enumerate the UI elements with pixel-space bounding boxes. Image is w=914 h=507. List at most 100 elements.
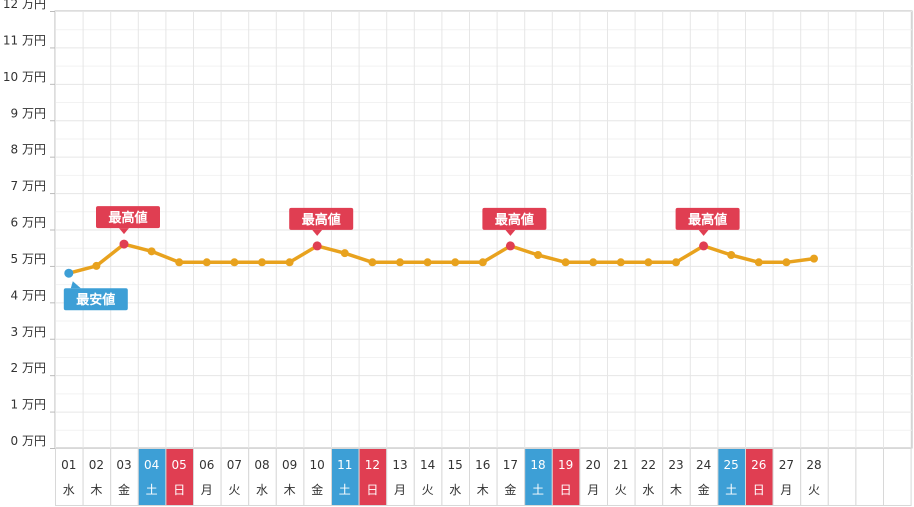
y-tick-label: 4 万円 bbox=[11, 288, 46, 302]
data-point bbox=[396, 258, 404, 267]
label-pointer bbox=[505, 229, 516, 236]
x-weekday-label: 土 bbox=[339, 483, 351, 497]
data-point bbox=[92, 261, 101, 270]
label-box bbox=[96, 206, 160, 229]
grid-layer bbox=[54, 10, 913, 449]
data-point bbox=[782, 258, 791, 267]
data-point bbox=[534, 250, 542, 259]
max-price-label: 最高値 bbox=[482, 207, 547, 236]
x-cell bbox=[524, 448, 553, 506]
x-weekday-label: 火 bbox=[422, 483, 434, 497]
data-point bbox=[644, 258, 653, 267]
x-day-label: 01 bbox=[61, 458, 76, 472]
y-tick-label: 5 万円 bbox=[11, 252, 46, 266]
data-point bbox=[699, 241, 709, 251]
x-cell bbox=[662, 448, 691, 506]
x-day-label: 04 bbox=[144, 458, 159, 472]
x-weekday-label: 月 bbox=[587, 483, 599, 497]
data-point bbox=[368, 258, 377, 267]
x-cell bbox=[110, 448, 139, 506]
x-weekday-label: 火 bbox=[228, 483, 240, 497]
label-pointer bbox=[119, 228, 129, 235]
x-weekday-label: 金 bbox=[118, 482, 130, 497]
x-cell bbox=[800, 448, 829, 506]
x-day-label: 23 bbox=[668, 458, 683, 472]
x-day-label: 17 bbox=[503, 458, 518, 472]
max-price-label: 最高値 bbox=[675, 207, 740, 236]
data-point bbox=[64, 268, 74, 278]
x-cell bbox=[496, 448, 526, 506]
x-cell bbox=[827, 448, 857, 506]
x-weekday-label: 土 bbox=[146, 483, 158, 497]
data-point bbox=[561, 258, 570, 267]
x-cell bbox=[55, 448, 84, 506]
x-day-label: 28 bbox=[806, 458, 821, 472]
y-tick-label: 0 万円 bbox=[11, 434, 46, 448]
x-weekday-label: 水 bbox=[63, 483, 75, 497]
x-weekday-label: 日 bbox=[173, 483, 185, 497]
x-cell bbox=[275, 448, 305, 506]
label-pointer bbox=[312, 229, 323, 236]
x-day-label: 08 bbox=[254, 458, 269, 472]
x-weekday-label: 日 bbox=[560, 483, 572, 497]
x-cell bbox=[883, 448, 912, 506]
y-tick-label: 10 万円 bbox=[3, 70, 46, 84]
data-point bbox=[175, 258, 184, 267]
x-day-label: 10 bbox=[310, 458, 325, 472]
x-cell bbox=[551, 448, 581, 506]
x-day-label: 18 bbox=[530, 458, 545, 472]
data-point bbox=[423, 258, 432, 267]
x-day-label: 22 bbox=[641, 458, 656, 472]
x-cell bbox=[772, 448, 802, 506]
x-weekday-label: 木 bbox=[90, 483, 102, 497]
x-weekday-label: 日 bbox=[753, 483, 765, 497]
x-day-label: 21 bbox=[613, 458, 628, 472]
x-cell bbox=[717, 448, 747, 506]
label-text: 最高値 bbox=[495, 212, 534, 228]
x-day-label: 19 bbox=[558, 458, 573, 472]
x-weekday-label: 水 bbox=[256, 483, 268, 497]
y-tick-label: 9 万円 bbox=[11, 106, 46, 120]
x-cell bbox=[855, 448, 885, 506]
x-day-label: 05 bbox=[172, 458, 187, 472]
data-point bbox=[589, 258, 598, 267]
x-weekday-label: 金 bbox=[504, 482, 516, 497]
x-weekday-label: 月 bbox=[780, 483, 792, 497]
label-box bbox=[482, 207, 547, 230]
label-box bbox=[63, 288, 128, 311]
y-tick-label: 7 万円 bbox=[11, 179, 46, 193]
data-point bbox=[616, 258, 625, 267]
y-tick-label: 11 万円 bbox=[3, 33, 46, 47]
data-point bbox=[727, 250, 736, 259]
label-text: 最安値 bbox=[76, 292, 115, 308]
x-cell bbox=[579, 448, 609, 506]
data-point bbox=[754, 258, 763, 267]
x-weekday-label: 水 bbox=[449, 483, 461, 497]
data-point bbox=[810, 254, 818, 263]
x-day-label: 20 bbox=[586, 458, 601, 472]
x-cell bbox=[331, 448, 360, 506]
x-cell bbox=[413, 448, 443, 506]
x-weekday-label: 水 bbox=[642, 483, 654, 497]
x-day-label: 14 bbox=[420, 458, 435, 472]
x-cell bbox=[82, 448, 112, 506]
x-day-label: 26 bbox=[751, 458, 766, 472]
x-day-label: 07 bbox=[227, 458, 242, 472]
x-day-label: 15 bbox=[448, 458, 463, 472]
y-tick-label: 8 万円 bbox=[11, 143, 46, 157]
x-cell bbox=[634, 448, 664, 506]
price-series bbox=[64, 239, 818, 278]
data-point bbox=[340, 249, 349, 258]
x-day-label: 16 bbox=[475, 458, 490, 472]
label-text: 最高値 bbox=[688, 212, 727, 228]
x-day-label: 12 bbox=[365, 458, 380, 472]
x-day-label: 03 bbox=[116, 458, 131, 472]
data-point bbox=[147, 247, 156, 256]
label-box bbox=[289, 207, 354, 230]
x-cell bbox=[745, 448, 774, 506]
y-tick-label: 6 万円 bbox=[11, 216, 46, 230]
x-weekday-label: 火 bbox=[615, 483, 627, 497]
data-point bbox=[285, 258, 294, 267]
x-weekday-label: 月 bbox=[394, 483, 406, 497]
